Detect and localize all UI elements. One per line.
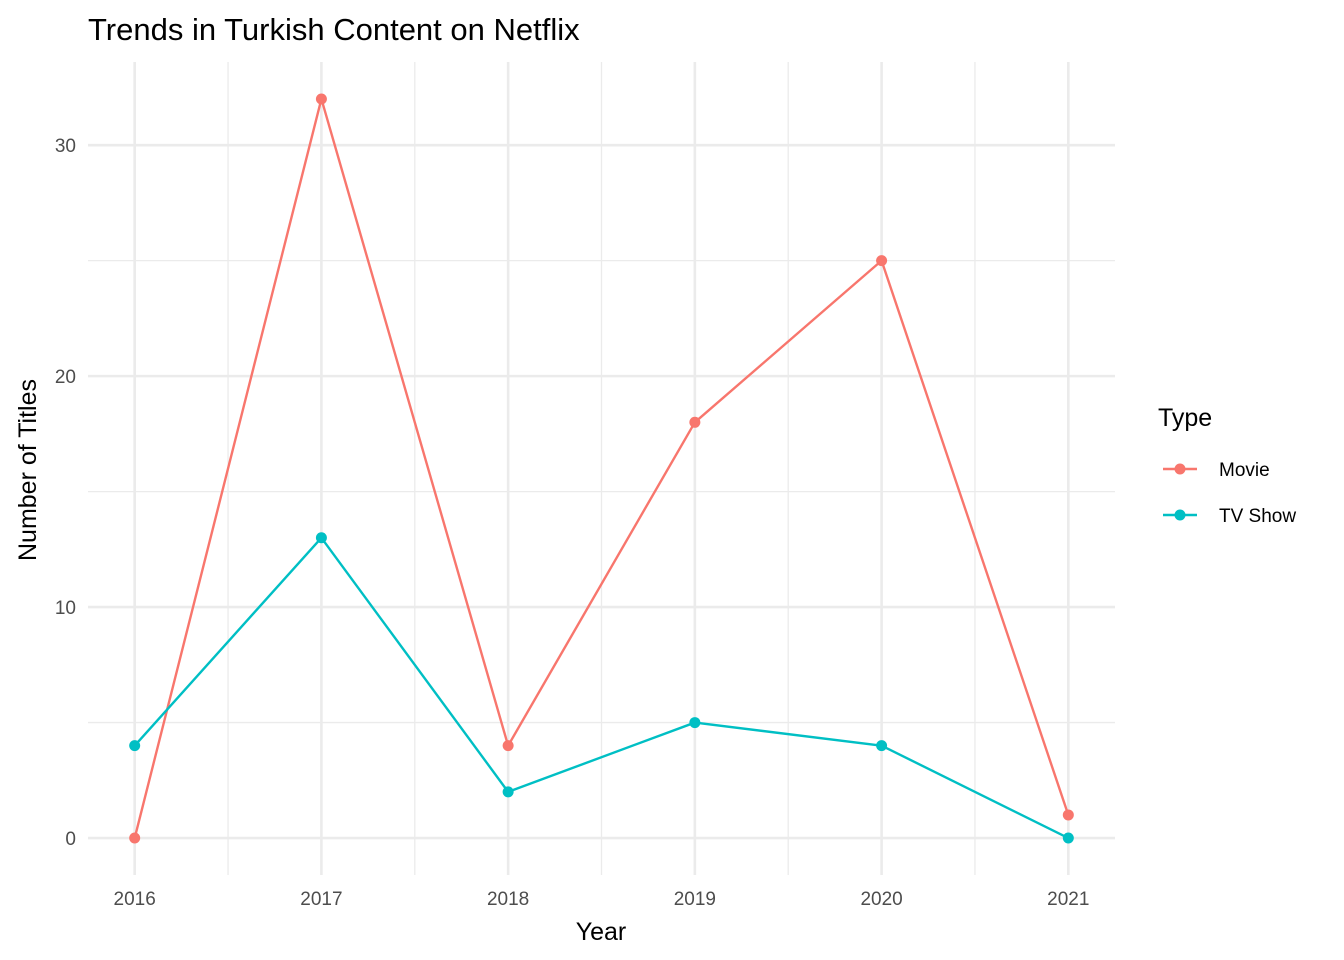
y-tick-label: 30 [55,136,76,157]
x-tick-labels: 2016 2017 2018 2019 2020 2021 [114,889,1090,910]
series-line-movie [133,97,1070,839]
x-tick-label: 2021 [1047,889,1089,910]
series-layer [129,93,1074,844]
data-point-tv-show [1062,832,1074,844]
x-tick-label: 2020 [860,889,902,910]
x-tick-label: 2016 [114,889,156,910]
x-tick-label: 2018 [487,889,529,910]
data-point-movie [315,93,327,105]
legend-key-point [1174,463,1186,475]
data-point-movie [689,416,701,428]
data-point-tv-show [876,740,888,752]
data-point-movie [876,255,888,267]
y-tick-label: 0 [65,829,76,850]
legend-label: TV Show [1219,506,1296,527]
y-tick-label: 10 [55,598,76,619]
data-point-movie [1062,809,1074,821]
data-point-tv-show [689,717,701,729]
y-tick-label: 20 [55,367,76,388]
data-point-movie [129,832,141,844]
legend-item-movie: Movie [1163,460,1270,481]
legend-title: Type [1158,404,1212,432]
x-tick-label: 2019 [674,889,716,910]
x-tick-label: 2017 [300,889,342,910]
data-point-movie [502,740,514,752]
legend-item-tv-show: TV Show [1163,506,1296,527]
major-gridlines [88,62,1115,875]
y-tick-labels: 0 10 20 30 [55,136,76,850]
legend: Type Movie TV Show [1158,404,1296,527]
series-line-tv-show [133,536,1069,840]
legend-key-point [1174,509,1186,521]
minor-gridlines [88,62,1115,875]
data-point-tv-show [129,740,141,752]
y-axis-title: Number of Titles [14,379,42,561]
legend-label: Movie [1219,460,1270,481]
data-point-tv-show [315,532,327,544]
data-point-tv-show [502,786,514,798]
chart-title: Trends in Turkish Content on Netflix [88,12,580,47]
x-axis-title: Year [576,918,627,946]
